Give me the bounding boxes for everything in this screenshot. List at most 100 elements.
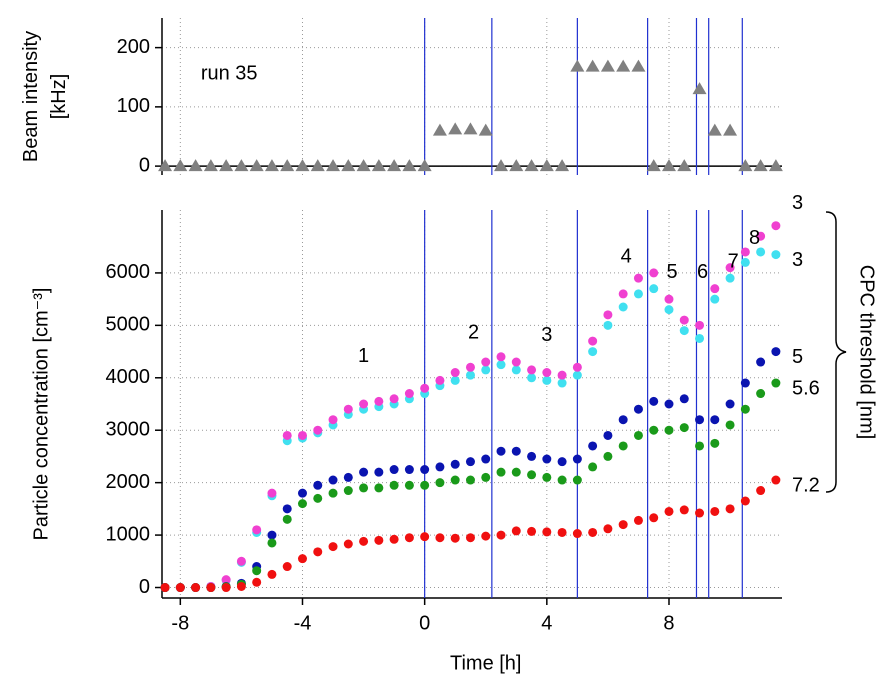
- data-point: [527, 451, 537, 461]
- data-point: [496, 467, 506, 477]
- data-point: [267, 538, 277, 548]
- data-point: [710, 284, 720, 294]
- data-point: [649, 284, 659, 294]
- beam-point: [723, 123, 738, 136]
- data-point: [435, 462, 445, 472]
- data-point: [191, 583, 201, 593]
- data-point: [710, 415, 720, 425]
- y-tick-label: 100: [117, 95, 150, 117]
- right-label: CPC threshold [nm]: [856, 265, 878, 440]
- annotation: 5: [666, 261, 677, 283]
- data-point: [450, 475, 460, 485]
- data-point: [511, 526, 521, 536]
- beam-point: [264, 159, 279, 172]
- data-point: [618, 441, 628, 451]
- data-point: [481, 531, 491, 541]
- data-point: [496, 446, 506, 456]
- data-point: [695, 320, 705, 330]
- data-point: [664, 506, 674, 516]
- data-point: [725, 420, 735, 430]
- data-point: [664, 399, 674, 409]
- data-point: [267, 569, 277, 579]
- y-axis-label: Beam intensity [kHz]: [20, 31, 70, 162]
- data-point: [572, 454, 582, 464]
- beam-point: [616, 59, 631, 72]
- data-point: [542, 527, 552, 537]
- beam-point: [524, 159, 539, 172]
- data-point: [557, 527, 567, 537]
- data-point: [588, 462, 598, 472]
- data-point: [695, 415, 705, 425]
- data-point: [389, 394, 399, 404]
- data-point: [282, 514, 292, 524]
- data-point: [389, 480, 399, 490]
- y-tick-label: 1000: [106, 523, 151, 545]
- data-point: [679, 505, 689, 515]
- data-point: [527, 470, 537, 480]
- data-point: [740, 378, 750, 388]
- data-point: [557, 370, 567, 380]
- beam-point: [555, 159, 570, 172]
- beam-point: [234, 159, 249, 172]
- data-point: [664, 425, 674, 435]
- data-point: [588, 347, 598, 357]
- data-point: [359, 467, 369, 477]
- data-point: [756, 247, 766, 257]
- data-point: [420, 465, 430, 475]
- beam-point: [631, 59, 646, 72]
- beam-point: [310, 159, 325, 172]
- data-point: [542, 454, 552, 464]
- data-point: [725, 263, 735, 273]
- data-point: [404, 480, 414, 490]
- data-point: [771, 221, 781, 231]
- data-point: [313, 493, 323, 503]
- y-label-line: Beam intensity: [20, 31, 42, 162]
- y-axis-label: Particle concentration [cm⁻³]: [30, 288, 52, 541]
- beam-point: [158, 159, 173, 172]
- y-tick-label: 0: [139, 576, 150, 598]
- data-point: [465, 370, 475, 380]
- data-point: [252, 566, 262, 576]
- y-tick-label: 5000: [106, 314, 151, 336]
- beam-point: [188, 159, 203, 172]
- data-point: [160, 583, 170, 593]
- y-tick-label: 200: [117, 36, 150, 58]
- series-label: 3: [792, 249, 803, 271]
- data-point: [328, 475, 338, 485]
- beam-point: [768, 159, 783, 172]
- data-point: [267, 488, 277, 498]
- data-point: [343, 404, 353, 414]
- data-point: [633, 289, 643, 299]
- beam-point: [585, 59, 600, 72]
- data-point: [740, 247, 750, 257]
- data-point: [633, 273, 643, 283]
- data-point: [465, 475, 475, 485]
- data-point: [496, 360, 506, 370]
- data-point: [527, 365, 537, 375]
- data-point: [404, 389, 414, 399]
- data-point: [252, 525, 262, 535]
- beam-point: [539, 159, 554, 172]
- data-point: [359, 399, 369, 409]
- data-point: [297, 430, 307, 440]
- data-point: [649, 396, 659, 406]
- y-tick-label: 6000: [106, 261, 151, 283]
- beam-point: [478, 123, 493, 136]
- data-point: [343, 539, 353, 549]
- data-point: [542, 368, 552, 378]
- data-point: [374, 483, 384, 493]
- beam-point: [203, 159, 218, 172]
- data-point: [710, 438, 720, 448]
- beam-point: [417, 159, 432, 172]
- data-point: [557, 378, 567, 388]
- x-tick-label: 4: [541, 612, 552, 634]
- data-point: [221, 583, 231, 593]
- y-tick-label: 4000: [106, 366, 151, 388]
- series-label: 3: [792, 192, 803, 214]
- data-point: [313, 547, 323, 557]
- beam-point: [463, 122, 478, 135]
- data-point: [297, 488, 307, 498]
- data-point: [679, 423, 689, 433]
- data-point: [557, 457, 567, 467]
